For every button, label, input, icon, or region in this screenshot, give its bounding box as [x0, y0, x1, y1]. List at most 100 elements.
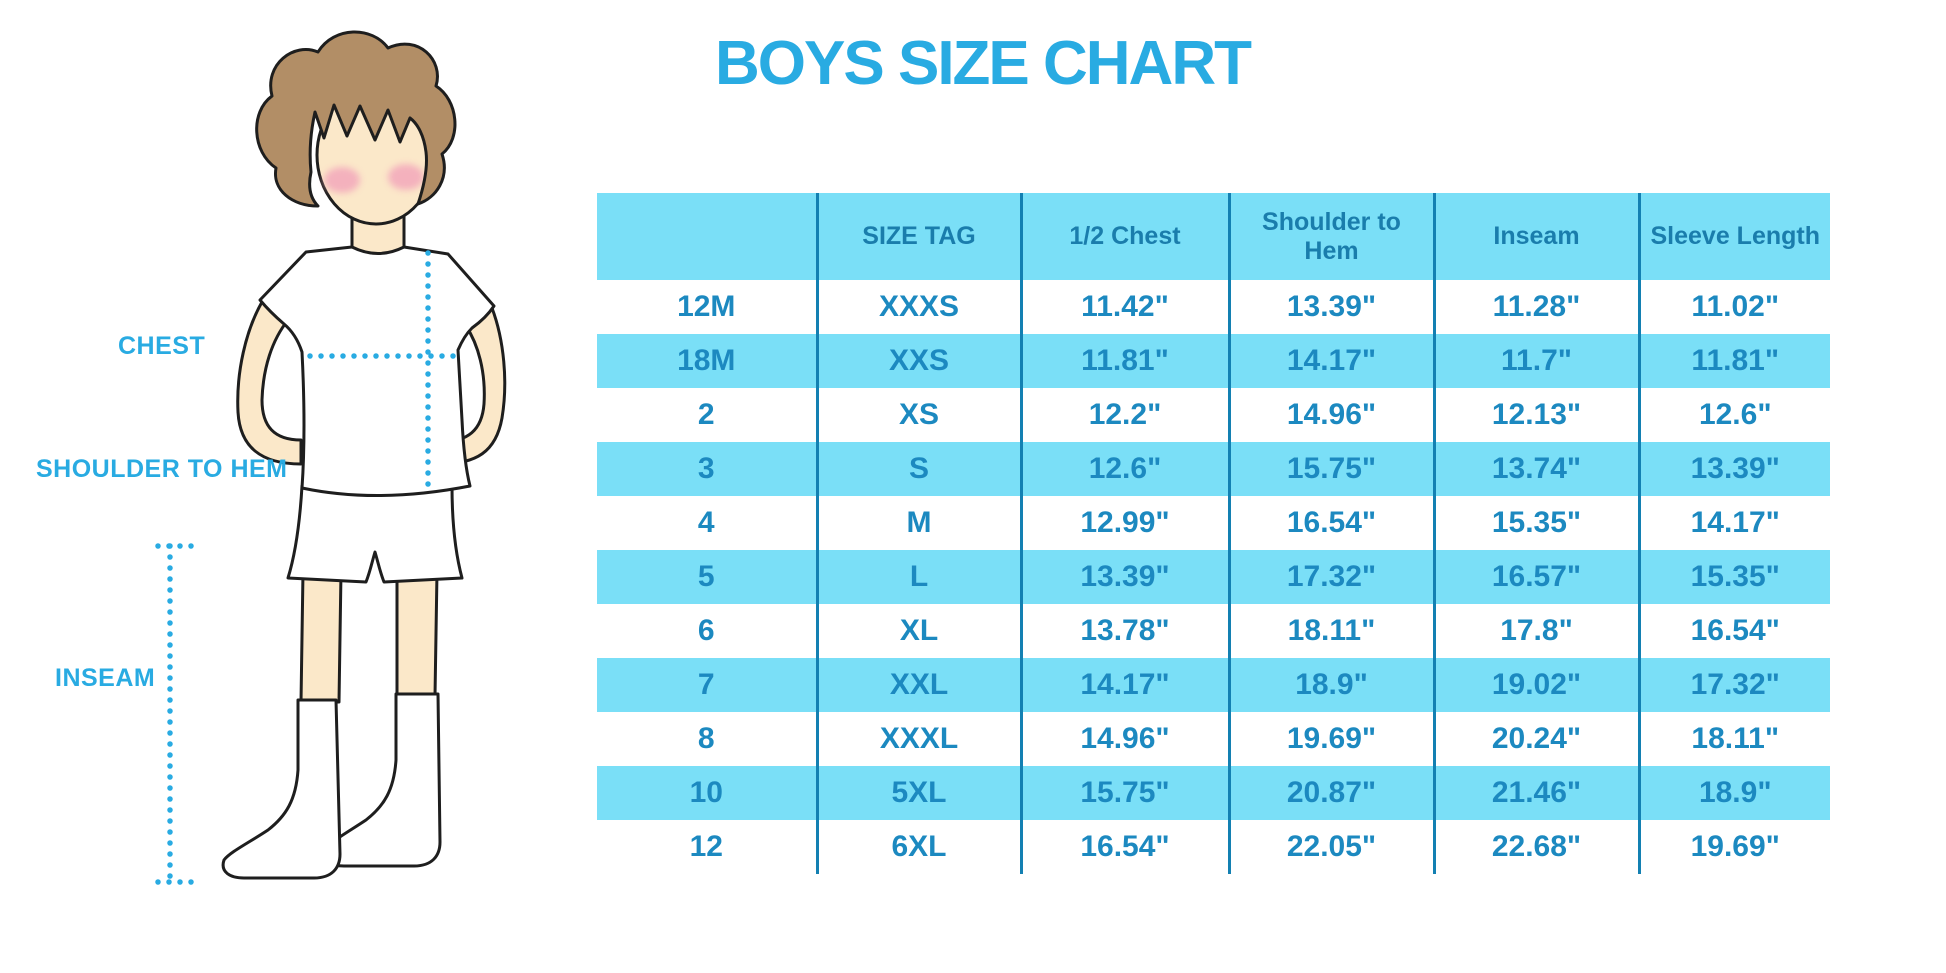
- table-row: 6 XL 13.78" 18.11" 17.8" 16.54": [597, 604, 1830, 658]
- table-cell: 14.96": [1019, 712, 1229, 766]
- inseam-label: INSEAM: [55, 664, 156, 692]
- table-cell: 19.69": [1227, 712, 1434, 766]
- table-cell: 13.39": [1019, 550, 1229, 604]
- table-cell: 14.17": [1227, 334, 1434, 388]
- table-cell: 12.99": [1019, 496, 1229, 550]
- column-header-half-chest: 1/2 Chest: [1019, 193, 1229, 280]
- table-cell: 12: [689, 830, 723, 863]
- table-cell: 15.35": [1432, 496, 1639, 550]
- boy-shorts: [286, 484, 464, 584]
- table-cell: 20.24": [1432, 712, 1639, 766]
- boy-left-sock: [221, 698, 342, 880]
- boy-left-arm: [236, 300, 303, 466]
- boy-blush-right: [388, 164, 424, 190]
- boy-right-leg: [395, 570, 439, 698]
- table-cell: 15.75": [1019, 766, 1229, 820]
- table-cell: 17.8": [1432, 604, 1639, 658]
- boy-shirt: [258, 245, 496, 497]
- table-cell: 18M: [677, 344, 736, 377]
- table-cell: 13.74": [1432, 442, 1639, 496]
- table-cell: 6XL: [815, 820, 1021, 874]
- table-cell: 22.05": [1227, 820, 1434, 874]
- table-row: 10 5XL 15.75" 20.87" 21.46" 18.9": [597, 766, 1830, 820]
- table-cell: 13.39": [1227, 280, 1434, 334]
- table-cell: 6: [697, 614, 715, 647]
- table-cell: 14.96": [1227, 388, 1434, 442]
- table-cell: 10: [689, 776, 723, 809]
- table-cell: 18.9": [1637, 766, 1830, 820]
- table-cell: 17.32": [1637, 658, 1830, 712]
- table-cell: 11.02": [1637, 280, 1830, 334]
- table-row: 12M XXXS 11.42" 13.39" 11.28" 11.02": [597, 280, 1830, 334]
- table-row: 12 6XL 16.54" 22.05" 22.68" 19.69": [597, 820, 1830, 874]
- table-cell: 13.78": [1019, 604, 1229, 658]
- table-row: 18M XXS 11.81" 14.17" 11.7" 11.81": [597, 334, 1830, 388]
- table-row: 7 XXL 14.17" 18.9" 19.02" 17.32": [597, 658, 1830, 712]
- table-cell: 11.81": [1019, 334, 1229, 388]
- table-cell: 18.9": [1227, 658, 1434, 712]
- table-cell: 14.17": [1637, 496, 1830, 550]
- table-cell: 5XL: [815, 766, 1021, 820]
- table-cell: 11.7": [1432, 334, 1639, 388]
- table-cell: S: [815, 442, 1021, 496]
- boy-hair: [255, 30, 457, 208]
- table-cell: M: [815, 496, 1021, 550]
- table-cell: 12M: [677, 290, 736, 323]
- table-cell: 12.6": [1637, 388, 1830, 442]
- table-cell: 12.6": [1019, 442, 1229, 496]
- size-chart-table-body: 12M XXXS 11.42" 13.39" 11.28" 11.02" 18M XXS 11.…: [597, 280, 1830, 874]
- table-cell: 16.54": [1227, 496, 1434, 550]
- table-cell: XXXS: [815, 280, 1021, 334]
- table-cell: 20.87": [1227, 766, 1434, 820]
- table-cell: 15.35": [1637, 550, 1830, 604]
- table-row: 8 XXXL 14.96" 19.69" 20.24" 18.11": [597, 712, 1830, 766]
- table-cell: 17.32": [1227, 550, 1434, 604]
- column-header-size: [597, 193, 817, 280]
- table-cell: 7: [697, 668, 715, 701]
- table-cell: 16.54": [1019, 820, 1229, 874]
- column-header-shoulder-to-hem: Shoulder to Hem: [1227, 193, 1434, 280]
- table-cell: 3: [697, 452, 715, 485]
- table-cell: 12.13": [1432, 388, 1639, 442]
- table-row: 5 L 13.39" 17.32" 16.57" 15.35": [597, 550, 1830, 604]
- table-cell: 8: [697, 722, 715, 755]
- table-cell: XXS: [815, 334, 1021, 388]
- table-cell: 11.81": [1637, 334, 1830, 388]
- boy-blush-left: [324, 167, 360, 193]
- table-cell: XS: [815, 388, 1021, 442]
- table-cell: 2: [697, 398, 715, 431]
- table-cell: 16.57": [1432, 550, 1639, 604]
- table-cell: 15.75": [1227, 442, 1434, 496]
- table-cell: 22.68": [1432, 820, 1639, 874]
- table-cell: 18.11": [1637, 712, 1830, 766]
- table-cell: XL: [815, 604, 1021, 658]
- shoulder-to-hem-label: SHOULDER TO HEM: [36, 455, 288, 483]
- table-header-row: SIZE TAG 1/2 Chest Shoulder to Hem Insea…: [597, 193, 1830, 280]
- table-cell: 14.17": [1019, 658, 1229, 712]
- table-cell: 11.42": [1019, 280, 1229, 334]
- table-cell: 21.46": [1432, 766, 1639, 820]
- table-cell: XXXL: [815, 712, 1021, 766]
- table-cell: 19.69": [1637, 820, 1830, 874]
- table-cell: 4: [697, 506, 715, 539]
- table-cell: XXL: [815, 658, 1021, 712]
- table-cell: 5: [697, 560, 715, 593]
- table-cell: 12.2": [1019, 388, 1229, 442]
- column-header-sleeve-length: Sleeve Length: [1637, 193, 1830, 280]
- column-header-inseam: Inseam: [1432, 193, 1639, 280]
- table-row: 2 XS 12.2" 14.96" 12.13" 12.6": [597, 388, 1830, 442]
- table-row: 3 S 12.6" 15.75" 13.74" 13.39": [597, 442, 1830, 496]
- table-cell: 11.28": [1432, 280, 1639, 334]
- size-chart-table: SIZE TAG 1/2 Chest Shoulder to Hem Insea…: [597, 193, 1830, 874]
- chest-label: CHEST: [118, 332, 206, 360]
- page-title: BOYS SIZE CHART: [715, 29, 1252, 98]
- boy-left-leg: [299, 570, 343, 704]
- table-cell: 19.02": [1432, 658, 1639, 712]
- table-cell: 13.39": [1637, 442, 1830, 496]
- table-cell: L: [815, 550, 1021, 604]
- column-header-size-tag: SIZE TAG: [815, 193, 1021, 280]
- table-cell: 18.11": [1227, 604, 1434, 658]
- table-row: 4 M 12.99" 16.54" 15.35" 14.17": [597, 496, 1830, 550]
- boy-illustration: [155, 30, 507, 885]
